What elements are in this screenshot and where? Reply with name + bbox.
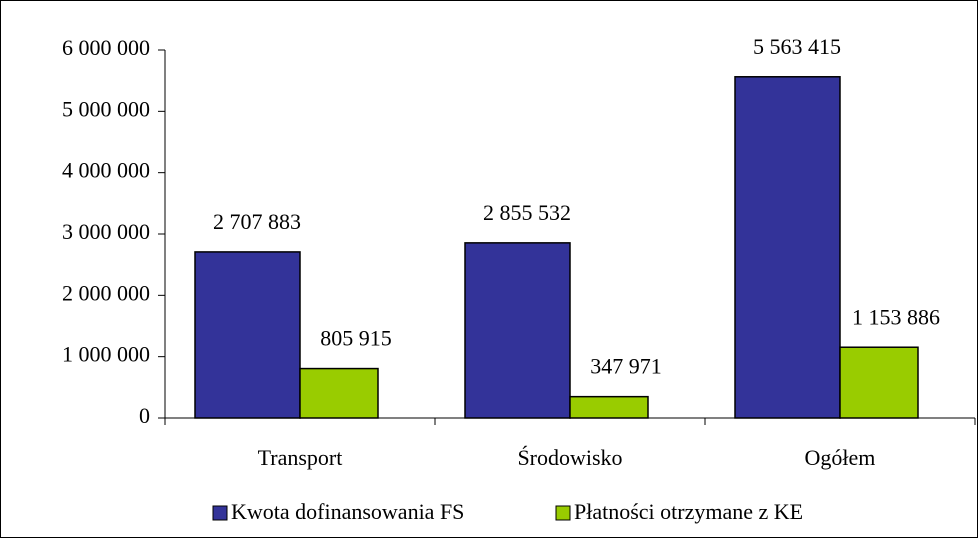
data-label: 347 971 [590, 354, 662, 379]
legend-swatch [212, 505, 228, 521]
data-label: 2 855 532 [483, 200, 571, 225]
legend-label: Płatności otrzymane z KE [574, 499, 803, 524]
bar [839, 346, 919, 419]
data-label: 5 563 415 [753, 34, 841, 59]
x-tick-label: Środowisko [517, 445, 622, 470]
bar [194, 251, 301, 419]
x-tick-label: Transport [258, 445, 343, 470]
y-tick-label: 2 000 000 [62, 280, 150, 305]
y-tick-label: 1 000 000 [62, 342, 150, 367]
x-tick-label: Ogółem [805, 445, 876, 470]
y-tick-label: 6 000 000 [62, 35, 150, 60]
y-tick-label: 0 [139, 403, 150, 428]
bar [299, 367, 379, 419]
bar [734, 76, 841, 419]
data-label: 1 153 886 [852, 304, 940, 329]
bar [569, 395, 649, 419]
legend-label: Kwota dofinansowania FS [231, 499, 464, 524]
y-tick-label: 3 000 000 [62, 219, 150, 244]
y-tick-label: 4 000 000 [62, 158, 150, 183]
y-tick-label: 5 000 000 [62, 96, 150, 121]
bar [464, 242, 571, 419]
legend-swatch [555, 505, 571, 521]
data-label: 805 915 [320, 326, 392, 351]
data-label: 2 707 883 [213, 209, 301, 234]
